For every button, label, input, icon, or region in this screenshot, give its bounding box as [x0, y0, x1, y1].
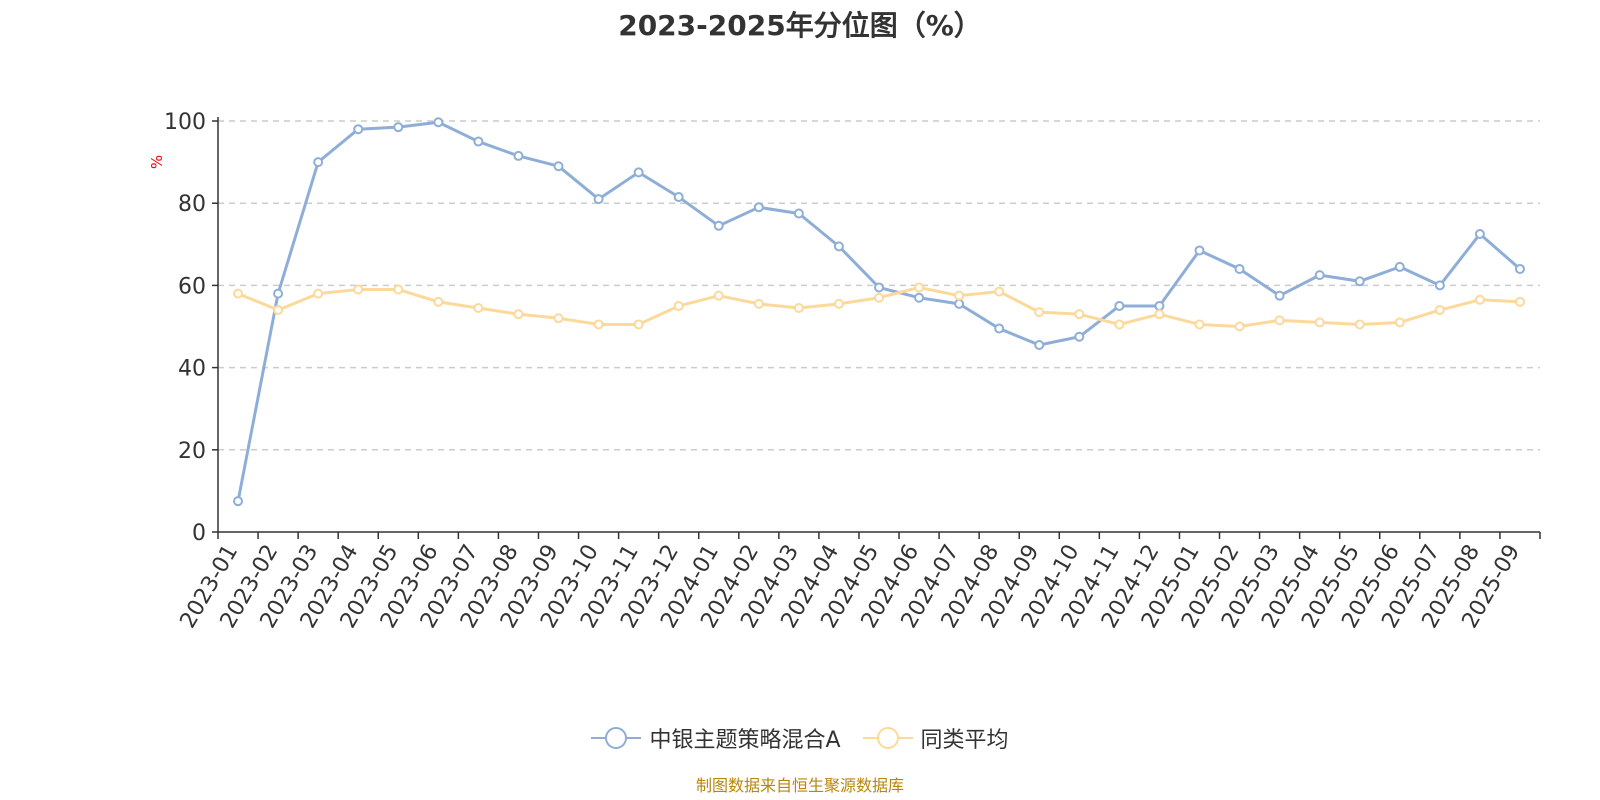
series-1-point — [313, 157, 324, 168]
series-1-point — [233, 496, 244, 507]
series-1-point — [673, 192, 684, 203]
series-line-1 — [236, 120, 1521, 502]
series-1-point — [1314, 270, 1325, 281]
series-1-point — [473, 136, 484, 147]
series-1-point — [553, 161, 564, 172]
y-tick-label: 60 — [178, 274, 206, 299]
series-1-point — [273, 288, 284, 299]
series-2-point — [1314, 317, 1325, 328]
series-1-point — [1274, 290, 1285, 301]
series-2-point — [954, 290, 965, 301]
series-2-point — [1154, 309, 1165, 320]
series-1-point — [353, 124, 364, 135]
series-2-point — [433, 296, 444, 307]
series-1-point — [633, 167, 644, 178]
series-2-point — [914, 282, 925, 293]
series-2-point — [513, 309, 524, 320]
y-tick-label: 20 — [178, 439, 206, 464]
series-2-point — [1194, 319, 1205, 330]
series-1-point — [833, 241, 844, 252]
series-2-point — [1394, 317, 1405, 328]
legend-marker-series-2 — [862, 727, 913, 749]
y-tick-label: 40 — [178, 357, 206, 382]
series-1-point — [753, 202, 764, 213]
series-2-point — [833, 298, 844, 309]
legend-item-series-1[interactable]: 中银主题策略混合A — [591, 722, 841, 754]
y-tick-label: 100 — [164, 110, 206, 135]
series-1-point — [914, 292, 925, 303]
y-tick-label: 0 — [192, 521, 206, 546]
series-2-point — [1234, 321, 1245, 332]
series-2-point — [753, 298, 764, 309]
legend-item-series-2[interactable]: 同类平均 — [862, 722, 1009, 754]
series-2-point — [994, 286, 1005, 297]
series-2-point — [233, 288, 244, 299]
chart-legend: 中银主题策略混合A 同类平均 — [0, 722, 1600, 754]
series-1-point — [513, 150, 524, 161]
legend-label-series-1: 中银主题策略混合A — [649, 728, 841, 753]
series-1-point — [593, 194, 604, 205]
series-2-point — [1034, 307, 1045, 318]
series-2-point — [1074, 309, 1085, 320]
series-2-point — [633, 319, 644, 330]
series-1-point — [1514, 263, 1525, 274]
series-2-point — [1434, 305, 1445, 316]
series-1-point — [874, 282, 884, 293]
legend-marker-series-1 — [591, 727, 642, 749]
source-note: 制图数据来自恒生聚源数据库 — [695, 776, 904, 795]
series-1-point — [433, 117, 444, 128]
series-1-point — [994, 323, 1005, 334]
series-2-point — [393, 284, 404, 295]
series-1-point — [954, 298, 965, 309]
series-2-point — [273, 305, 284, 316]
series-2-point — [874, 292, 884, 303]
series-1-point — [1114, 300, 1125, 311]
legend-label-series-2: 同类平均 — [920, 728, 1009, 753]
series-1-point — [1394, 261, 1405, 272]
series-2-point — [673, 300, 684, 311]
series-2-point — [1354, 319, 1365, 330]
series-2-point — [313, 288, 324, 299]
series-1-point — [1354, 276, 1365, 287]
y-tick-label: 80 — [178, 192, 206, 217]
series-1-point — [1034, 339, 1045, 350]
series-1-point — [1194, 245, 1205, 256]
chart-title: 2023-2025年分位图（%） — [618, 9, 982, 42]
series-2-point — [553, 313, 564, 324]
series-2-point — [1114, 319, 1125, 330]
series-2-point — [793, 303, 804, 314]
series-1-point — [1474, 229, 1485, 240]
series-2-point — [1474, 294, 1485, 305]
series-1-point — [1434, 280, 1445, 291]
series-2-point — [1514, 296, 1525, 307]
series-1-point — [793, 208, 804, 219]
series-2-point — [713, 290, 724, 301]
series-1-point — [713, 220, 724, 231]
y-axis-label: % — [148, 155, 166, 169]
series-2-point — [1274, 315, 1285, 326]
series-2-point — [593, 319, 604, 330]
series-2-point — [353, 284, 364, 295]
series-1-point — [1234, 263, 1245, 274]
series-1-point — [1154, 300, 1165, 311]
series-1-point — [1074, 331, 1085, 342]
series-1-point — [393, 122, 404, 133]
series-2-point — [473, 303, 484, 314]
